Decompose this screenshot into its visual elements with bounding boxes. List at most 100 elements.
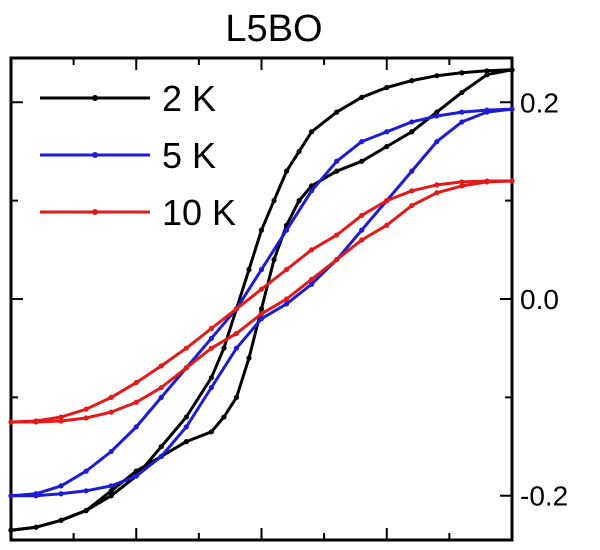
data-point bbox=[359, 227, 365, 233]
data-point bbox=[359, 158, 365, 164]
data-point bbox=[409, 202, 415, 209]
data-point bbox=[359, 94, 365, 100]
data-point bbox=[83, 406, 89, 412]
data-point bbox=[208, 325, 214, 332]
data-point bbox=[258, 311, 265, 317]
series-layer bbox=[8, 67, 515, 533]
data-point bbox=[108, 409, 114, 415]
data-point bbox=[509, 106, 515, 112]
data-point bbox=[108, 488, 114, 494]
data-point bbox=[484, 179, 490, 185]
data-point bbox=[484, 109, 490, 115]
data-point bbox=[246, 266, 252, 273]
series-line-upper bbox=[10, 107, 513, 498]
legend: 2 K 5 K 10 K bbox=[40, 78, 236, 233]
data-point bbox=[409, 168, 415, 174]
data-point bbox=[83, 507, 89, 514]
data-point bbox=[283, 296, 290, 302]
data-point bbox=[208, 384, 214, 391]
data-point bbox=[309, 247, 315, 253]
data-point bbox=[183, 365, 189, 371]
data-point bbox=[459, 109, 465, 115]
series-line-upper bbox=[10, 68, 513, 532]
data-point bbox=[233, 306, 240, 312]
data-point bbox=[58, 483, 64, 489]
data-point bbox=[133, 468, 139, 474]
data-point bbox=[309, 129, 315, 135]
data-point bbox=[133, 473, 139, 479]
legend-label: 5 K bbox=[162, 135, 216, 176]
series-line-lower bbox=[10, 68, 513, 532]
series-5k bbox=[8, 106, 515, 499]
data-point bbox=[434, 113, 440, 119]
data-point bbox=[208, 335, 214, 341]
data-point bbox=[108, 493, 114, 499]
series-line-lower bbox=[11, 107, 513, 498]
data-point bbox=[384, 198, 390, 204]
data-point bbox=[233, 330, 240, 337]
data-point bbox=[158, 384, 164, 391]
data-point bbox=[258, 306, 265, 312]
data-point bbox=[271, 198, 277, 204]
data-point bbox=[8, 527, 14, 533]
data-point bbox=[459, 70, 465, 76]
data-point bbox=[334, 109, 340, 115]
data-point bbox=[271, 257, 277, 263]
y-tick-label: 0.0 bbox=[520, 284, 559, 315]
data-point bbox=[384, 129, 390, 135]
data-point bbox=[459, 183, 465, 189]
series-10k bbox=[8, 178, 515, 425]
data-point bbox=[434, 190, 440, 196]
data-point bbox=[334, 232, 340, 238]
data-point bbox=[158, 363, 164, 369]
plot-frame bbox=[9, 56, 514, 542]
data-point bbox=[434, 109, 440, 115]
data-point bbox=[283, 168, 290, 174]
legend-label: 2 K bbox=[162, 78, 216, 119]
data-point bbox=[83, 468, 89, 474]
data-point bbox=[334, 158, 340, 164]
data-point bbox=[484, 72, 490, 78]
data-point bbox=[283, 301, 290, 307]
data-point bbox=[283, 227, 290, 233]
data-point bbox=[58, 414, 64, 420]
x-ticks bbox=[10, 58, 513, 540]
data-point bbox=[459, 119, 465, 125]
series-2k bbox=[8, 67, 515, 533]
data-point bbox=[309, 188, 315, 194]
data-point bbox=[334, 168, 340, 174]
legend-label: 10 K bbox=[162, 192, 236, 233]
data-point bbox=[384, 222, 390, 228]
data-point bbox=[509, 67, 515, 73]
data-point bbox=[221, 414, 227, 420]
data-point bbox=[83, 415, 89, 421]
data-point bbox=[258, 227, 265, 233]
data-point bbox=[509, 178, 515, 184]
data-point bbox=[58, 517, 64, 523]
data-point bbox=[459, 89, 465, 96]
data-point bbox=[434, 182, 440, 188]
data-point bbox=[133, 399, 139, 405]
data-point bbox=[484, 68, 490, 74]
data-point bbox=[8, 493, 14, 499]
legend-marker bbox=[92, 95, 98, 101]
data-point bbox=[334, 257, 340, 263]
data-point bbox=[283, 266, 290, 273]
data-point bbox=[158, 394, 164, 400]
data-point bbox=[83, 488, 89, 494]
data-point bbox=[183, 439, 189, 445]
data-point bbox=[58, 491, 64, 497]
y-ticks: 0.2 0.0 -0.2 bbox=[11, 87, 568, 512]
y-tick-label: 0.2 bbox=[520, 87, 559, 118]
series-line-upper bbox=[10, 179, 512, 424]
data-point bbox=[296, 148, 302, 155]
y-tick-label: -0.2 bbox=[520, 481, 568, 512]
series-line-lower bbox=[11, 179, 513, 424]
data-point bbox=[258, 286, 265, 292]
data-point bbox=[359, 212, 365, 218]
data-point bbox=[359, 237, 365, 243]
data-point bbox=[33, 493, 39, 499]
data-point bbox=[33, 524, 39, 530]
data-point bbox=[359, 139, 365, 145]
